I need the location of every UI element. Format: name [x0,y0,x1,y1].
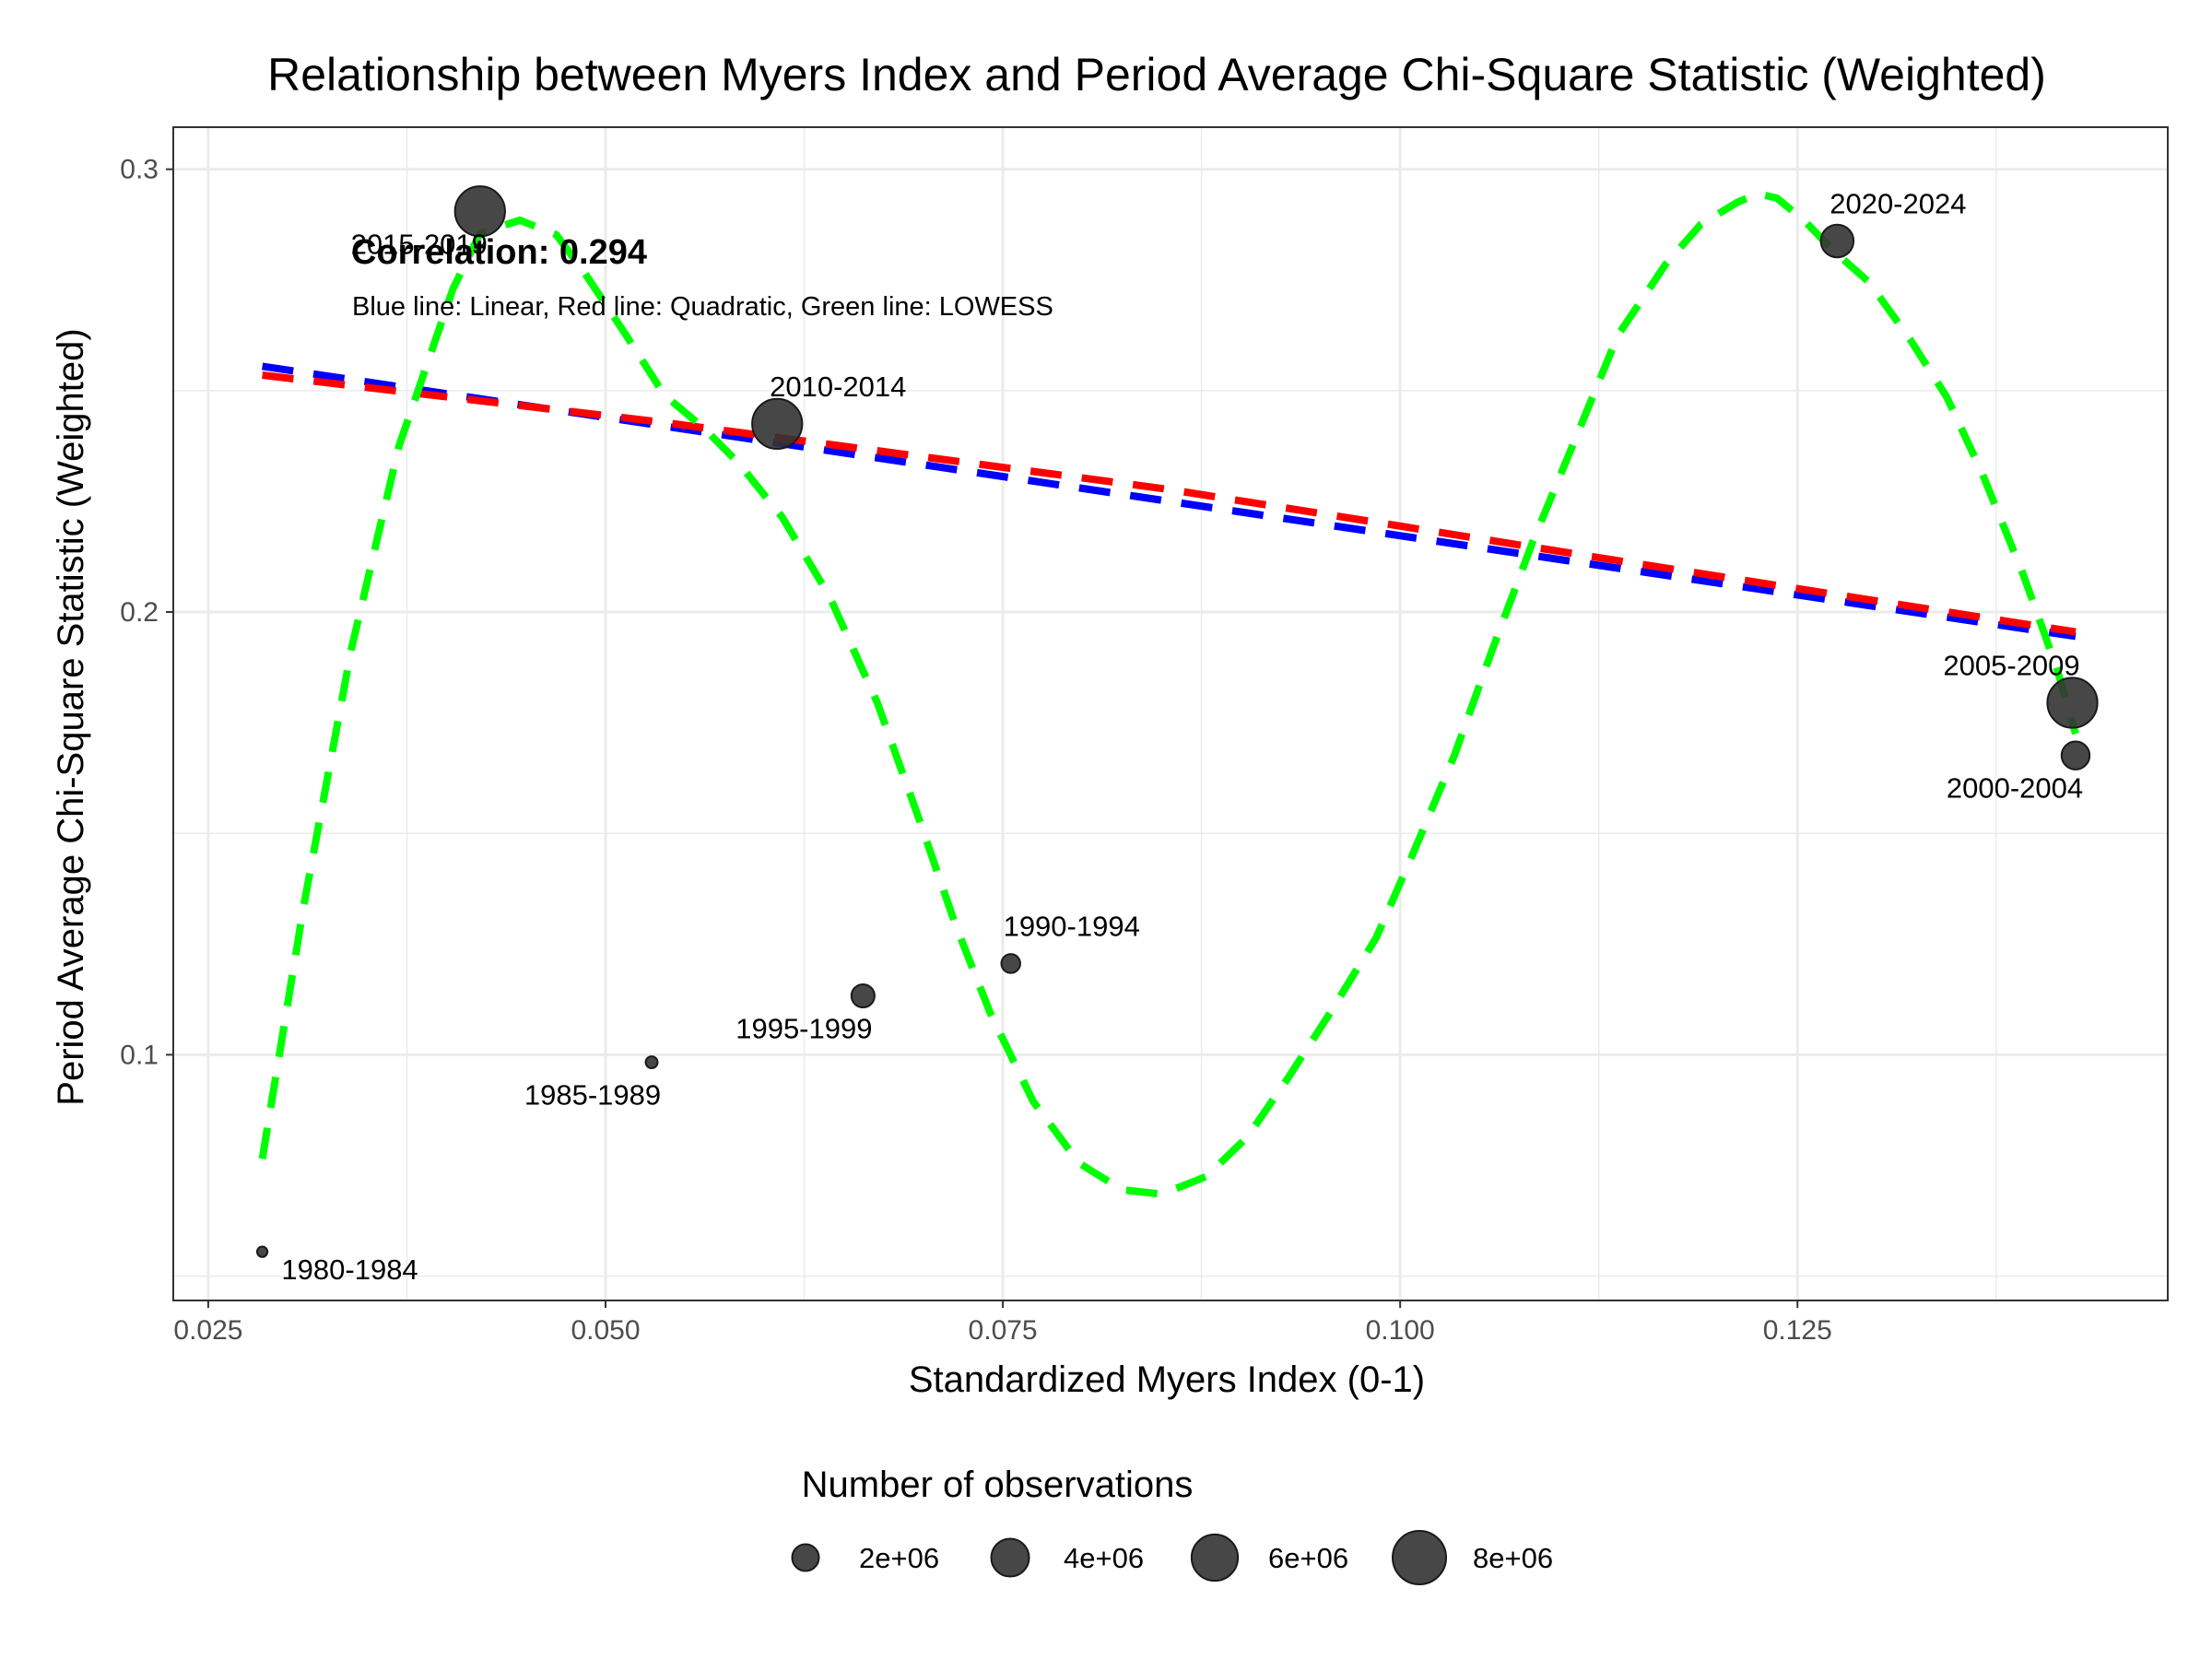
panel-border [172,126,2169,1301]
data-point [1000,953,1021,974]
grid [173,127,2168,1300]
lowess-fit-line [258,190,2079,1198]
point-label: 2005-2009 [1943,649,2079,681]
data-point [2046,677,2099,729]
point-label: 2010-2014 [770,371,906,403]
legend-title: Number of observations [802,1465,1194,1505]
data-point [1819,223,1855,259]
legend-label: 6e+06 [1268,1542,1348,1574]
point-labels: 1980-1984 1985-1989 1990-1994 1995-1999 2000… [281,187,2083,1286]
data-point [644,1055,659,1070]
y-tick-label: 0.3 [120,155,159,185]
data-point [453,185,506,238]
y-tick-label: 0.1 [120,1040,159,1070]
legend-key [1392,1530,1447,1585]
quadratic-fit-line [262,371,2077,636]
data-point [255,1245,269,1258]
legend-key [1190,1533,1240,1583]
y-axis-title: Period Average Chi-Square Statistic (Wei… [51,328,91,1105]
y-tick-label: 0.2 [120,597,159,628]
trend-lines [258,190,2079,1198]
legend-key [791,1543,820,1572]
x-axis-title: Standardized Myers Index (0-1) [909,1359,1425,1400]
x-tick-label: 0.050 [571,1315,640,1346]
x-tick-label: 0.125 [1763,1315,1832,1346]
axis-ticks: 0.025 0.050 0.075 0.100 0.125 0.1 0.2 0.3 [120,155,1831,1346]
legend-label: 4e+06 [1064,1542,1144,1574]
legend-key [990,1537,1030,1578]
data-point [850,982,876,1009]
point-label: 2015-2019 [351,228,488,260]
point-label: 2000-2004 [1947,772,2083,805]
legend-label: 8e+06 [1473,1542,1553,1574]
point-label: 1995-1999 [735,1013,872,1045]
data-point [2060,740,2091,771]
chart-title: Relationship between Myers Index and Per… [267,49,2046,100]
linear-fit-line [262,362,2077,641]
point-label: 1980-1984 [281,1253,418,1286]
data-point [751,397,804,450]
point-label: 1990-1994 [1004,910,1140,942]
point-label: 2020-2024 [1830,187,1966,219]
x-tick-label: 0.100 [1366,1315,1435,1346]
legend-label: 2e+06 [859,1542,939,1574]
x-tick-label: 0.075 [969,1315,1038,1346]
point-label: 1985-1989 [524,1079,661,1112]
x-tick-label: 0.025 [173,1315,242,1346]
legend: 2e+06 4e+06 6e+06 8e+06 [791,1530,1553,1585]
line-note-annotation: Blue line: Linear, Red line: Quadratic, … [352,292,1053,322]
data-points [255,185,2099,1258]
correlation-annotation: Correlation: 0.294 [351,233,647,272]
